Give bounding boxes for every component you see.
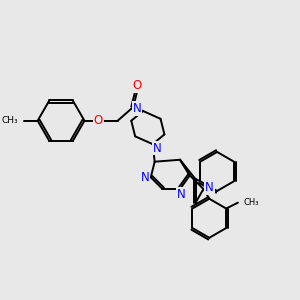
Text: O: O — [133, 79, 142, 92]
Text: N: N — [140, 171, 149, 184]
Text: CH₃: CH₃ — [2, 116, 18, 125]
Text: N: N — [153, 142, 162, 154]
Text: N: N — [205, 181, 214, 194]
Text: N: N — [133, 102, 142, 115]
Text: O: O — [94, 114, 103, 127]
Text: N: N — [177, 188, 185, 201]
Text: CH₃: CH₃ — [244, 198, 259, 207]
